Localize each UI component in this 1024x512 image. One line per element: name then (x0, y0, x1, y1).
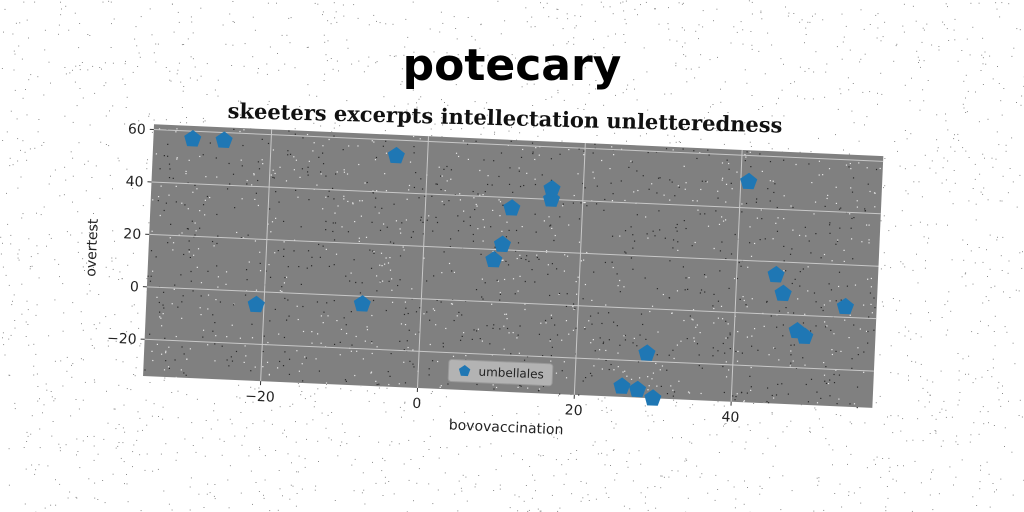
data-points (184, 130, 855, 406)
chart-title: potecary (402, 40, 622, 91)
data-point (184, 130, 202, 147)
plot-noise (144, 128, 881, 409)
y-grid-line (146, 286, 877, 320)
x-tick-label: −20 (245, 388, 275, 405)
y-axis-ticks: −20 0 20 40 60 (107, 121, 154, 348)
legend-label-umbellales: umbellales (478, 365, 544, 382)
y-tick-label: 0 (130, 279, 140, 295)
x-axis-label: bovovaccination (448, 417, 563, 438)
y-tick-label: −20 (107, 331, 137, 348)
grid-lines (144, 128, 884, 402)
data-point (767, 265, 785, 283)
data-point (215, 131, 233, 148)
legend-box (447, 358, 554, 387)
data-point (493, 235, 512, 253)
data-point (774, 284, 792, 302)
x-grid-line (260, 129, 273, 382)
data-point (740, 172, 758, 190)
y-tick-label: 60 (128, 121, 147, 138)
data-point (247, 295, 265, 313)
x-grid-line (730, 149, 743, 402)
data-point (629, 380, 647, 398)
data-point (353, 295, 371, 312)
y-tick-label: 20 (123, 226, 142, 243)
data-point (387, 146, 405, 164)
y-axis-label: overtest (83, 218, 102, 277)
y-grid-line (151, 181, 881, 215)
x-tick-label: 20 (564, 402, 583, 419)
data-point (836, 297, 855, 315)
legend-marker-umbellales (458, 365, 471, 377)
x-tick-label: 0 (412, 396, 422, 412)
data-point (503, 199, 521, 216)
data-point (543, 179, 561, 197)
y-grid-line (144, 338, 874, 372)
x-grid-line (573, 143, 586, 395)
x-grid-line (416, 136, 429, 389)
y-grid-line (149, 233, 879, 267)
x-tick-label: 40 (721, 409, 740, 426)
data-point (485, 251, 503, 268)
x-axis-ticks: −20 0 20 40 (245, 381, 740, 426)
y-grid-line (153, 128, 884, 162)
data-point (644, 389, 662, 406)
data-point (613, 377, 631, 394)
data-point (638, 344, 656, 361)
plot-area (143, 124, 884, 408)
data-point (796, 327, 814, 345)
legend: umbellales (447, 358, 554, 387)
y-tick-label: 40 (125, 174, 144, 191)
